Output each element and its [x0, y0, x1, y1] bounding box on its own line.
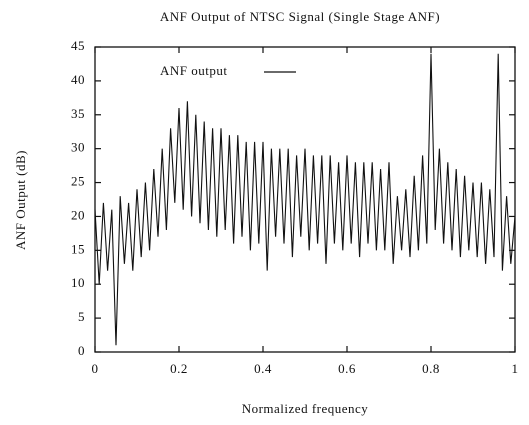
y-tick-label: 5 — [78, 309, 85, 324]
x-tick-label: 0.2 — [170, 361, 188, 376]
chart-title: ANF Output of NTSC Signal (Single Stage … — [160, 9, 440, 24]
y-tick-label: 15 — [71, 241, 85, 256]
x-tick-label: 1 — [512, 361, 519, 376]
y-tick-label: 40 — [71, 72, 85, 87]
x-tick-label: 0 — [92, 361, 99, 376]
y-tick-label: 35 — [71, 106, 85, 121]
x-tick-label: 0.8 — [422, 361, 440, 376]
y-tick-label: 10 — [71, 275, 85, 290]
y-tick-label: 30 — [71, 140, 85, 155]
x-tick-label: 0.6 — [338, 361, 356, 376]
x-tick-label: 0.4 — [254, 361, 272, 376]
plot-frame — [94, 46, 516, 353]
x-axis-label: Normalized frequency — [242, 401, 369, 416]
y-tick-label: 20 — [71, 207, 85, 222]
legend-label: ANF output — [160, 63, 227, 78]
data-line — [94, 53, 516, 346]
y-axis-label: ANF Output (dB) — [13, 150, 28, 250]
y-tick-label: 25 — [71, 174, 85, 189]
y-tick-label: 45 — [71, 38, 85, 53]
y-tick-label: 0 — [78, 343, 85, 358]
